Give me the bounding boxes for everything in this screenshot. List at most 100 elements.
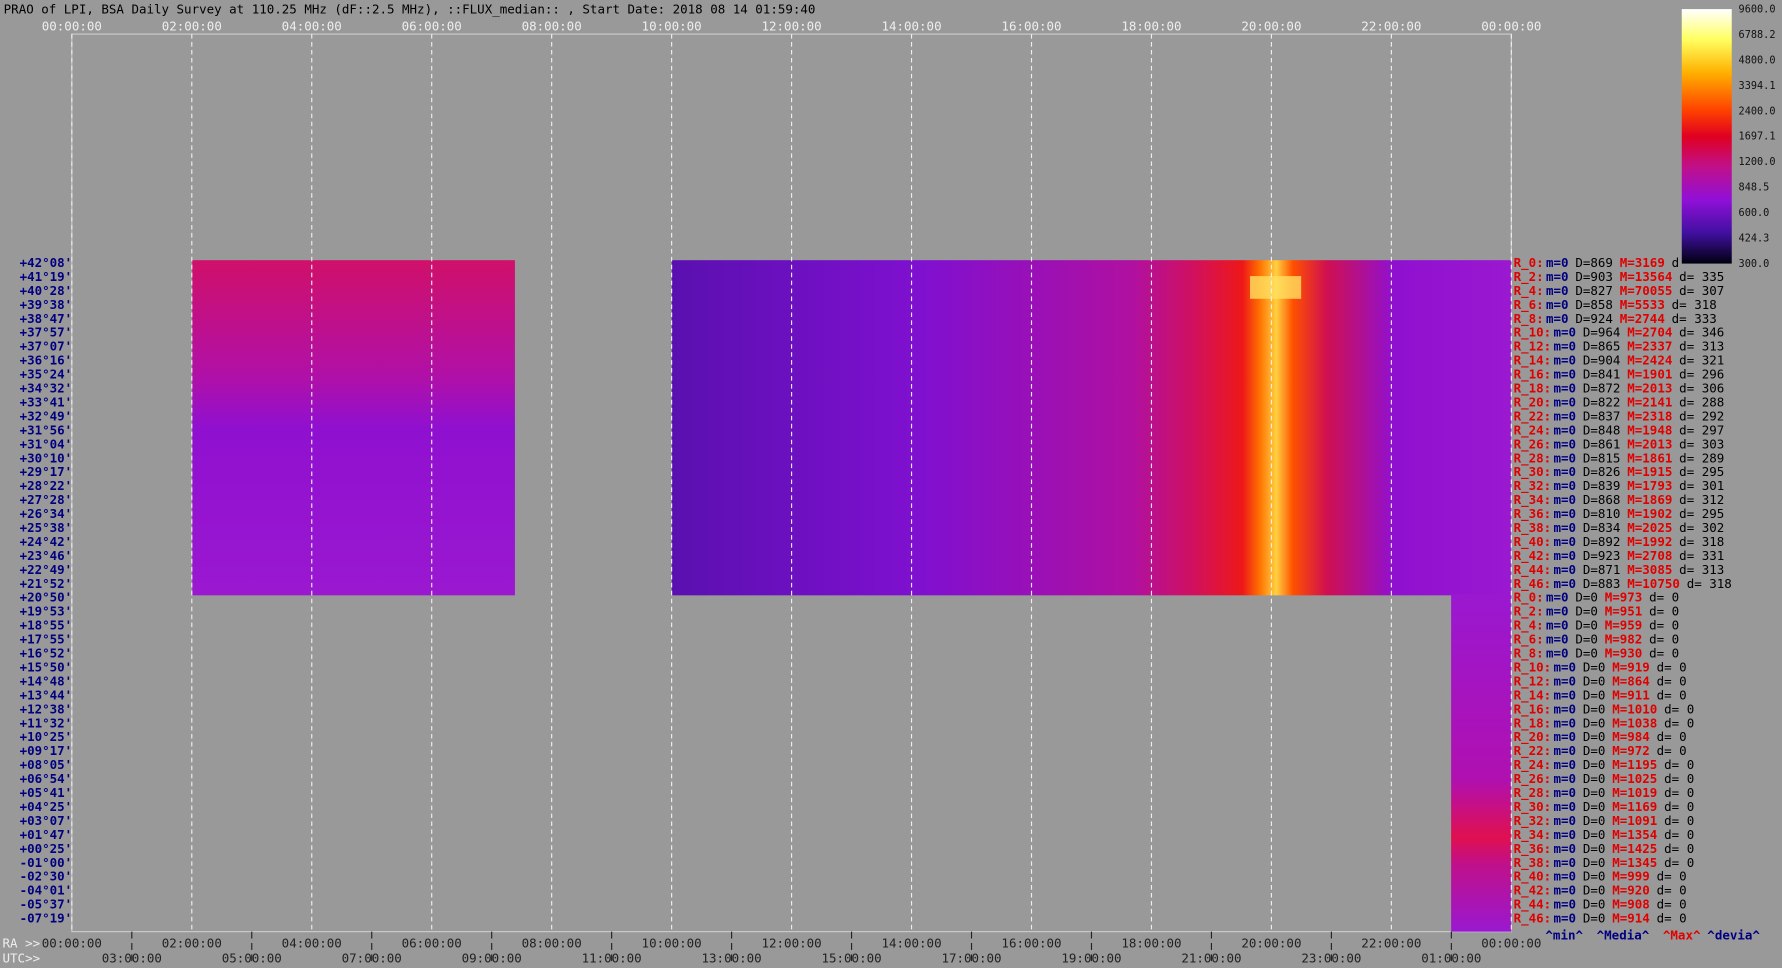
- deviation-value: d= 302: [1679, 520, 1724, 535]
- min-value: m=0: [1546, 632, 1569, 647]
- min-value: m=0: [1546, 297, 1569, 312]
- min-value: m=0: [1553, 381, 1576, 396]
- median-value: D=0: [1575, 590, 1598, 605]
- row-label: R_12:: [1514, 339, 1552, 355]
- min-value: m=0: [1553, 325, 1576, 340]
- declination-label: +12°38': [20, 701, 73, 716]
- row-label: R_4:: [1514, 618, 1544, 634]
- median-value: D=0: [1583, 855, 1606, 870]
- top-time-label: 16:00:00: [1001, 19, 1061, 34]
- min-value: m=0: [1553, 897, 1576, 912]
- utc-label: 09:00:00: [462, 950, 522, 965]
- deviation-value: d= 313: [1679, 339, 1724, 354]
- stats-row: R_38: m=0 D=0 M=1345 d= 0: [1514, 855, 1695, 871]
- deviation-value: d= 0: [1657, 911, 1687, 926]
- top-time-label: 06:00:00: [402, 19, 462, 34]
- row-label: R_0:: [1514, 590, 1544, 606]
- declination-label: +15°50': [20, 659, 73, 674]
- row-label: R_16:: [1514, 367, 1552, 383]
- colorbar-label: 848.5: [1739, 183, 1770, 194]
- max-value: M=2708: [1627, 548, 1672, 563]
- row-label: R_10:: [1514, 325, 1552, 341]
- median-value: D=0: [1583, 729, 1606, 744]
- median-value: D=0: [1583, 799, 1606, 814]
- max-value: M=1861: [1627, 450, 1672, 465]
- row-label: R_8:: [1514, 646, 1544, 662]
- top-time-label: 22:00:00: [1361, 19, 1421, 34]
- declination-label: +19°53': [20, 604, 73, 619]
- max-value: M=1901: [1627, 367, 1672, 382]
- stats-row: R_40: m=0 D=892 M=1992 d= 318: [1514, 534, 1725, 550]
- min-value: m=0: [1553, 506, 1576, 521]
- max-value: M=1195: [1612, 757, 1657, 772]
- top-time-label: 10:00:00: [642, 19, 702, 34]
- row-label: R_12:: [1514, 673, 1552, 689]
- min-value: m=0: [1553, 855, 1576, 870]
- stats-row: R_30: m=0 D=826 M=1915 d= 295: [1514, 464, 1725, 480]
- row-label: R_30:: [1514, 464, 1552, 480]
- min-value: m=0: [1553, 367, 1576, 382]
- row-label: R_42:: [1514, 883, 1552, 899]
- row-label: R_2:: [1514, 269, 1544, 285]
- row-label: R_24:: [1514, 422, 1552, 438]
- stats-row: R_20: m=0 D=0 M=984 d= 0: [1514, 729, 1687, 745]
- min-value: m=0: [1553, 701, 1576, 716]
- ra-label: 02:00:00: [162, 936, 222, 951]
- declination-label: +03°07': [20, 813, 73, 828]
- declination-label: +05°41': [20, 785, 73, 800]
- deviation-value: d= 318: [1672, 297, 1717, 312]
- utc-label: 17:00:00: [941, 950, 1001, 965]
- heatmap-block: [1451, 594, 1512, 932]
- min-value: m=0: [1553, 687, 1576, 702]
- min-value: m=0: [1553, 534, 1576, 549]
- stats-row: R_10: m=0 D=964 M=2704 d= 346: [1514, 325, 1725, 341]
- ra-label: 08:00:00: [522, 936, 582, 951]
- min-value: m=0: [1553, 715, 1576, 730]
- deviation-value: d= 295: [1679, 464, 1724, 479]
- deviation-value: d= 346: [1679, 325, 1724, 340]
- median-value: D=0: [1583, 869, 1606, 884]
- stats-row: R_12: m=0 D=0 M=864 d= 0: [1514, 673, 1687, 689]
- min-value: m=0: [1553, 576, 1576, 591]
- max-value: M=1992: [1627, 534, 1672, 549]
- min-value: m=0: [1553, 841, 1576, 856]
- row-label: R_20:: [1514, 729, 1552, 745]
- declination-label: +33°41': [20, 394, 73, 409]
- deviation-value: d= 0: [1664, 771, 1694, 786]
- stats-row: R_20: m=0 D=822 M=2141 d= 288: [1514, 394, 1725, 410]
- max-value: M=864: [1612, 673, 1650, 688]
- stats-row: R_26: m=0 D=861 M=2013 d= 303: [1514, 436, 1725, 452]
- max-value: M=1425: [1612, 841, 1657, 856]
- max-value: M=3169: [1620, 255, 1665, 270]
- stats-row: R_4: m=0 D=0 M=959 d= 0: [1514, 618, 1680, 634]
- stats-row: R_28: m=0 D=815 M=1861 d= 289: [1514, 450, 1725, 466]
- deviation-value: d= 307: [1679, 283, 1724, 298]
- stats-row: R_32: m=0 D=839 M=1793 d= 301: [1514, 478, 1725, 494]
- min-value: m=0: [1553, 450, 1576, 465]
- max-value: M=951: [1605, 604, 1643, 619]
- min-value: m=0: [1546, 255, 1569, 270]
- min-value: m=0: [1553, 353, 1576, 368]
- max-value: M=920: [1612, 883, 1650, 898]
- deviation-value: d= 0: [1664, 785, 1694, 800]
- utc-label: 03:00:00: [102, 950, 162, 965]
- deviation-value: d= 0: [1657, 659, 1687, 674]
- min-value: m=0: [1553, 562, 1576, 577]
- median-value: D=892: [1583, 534, 1621, 549]
- min-value: m=0: [1553, 743, 1576, 758]
- declination-label: +16°52': [20, 646, 73, 661]
- declination-label: +39°38': [20, 297, 73, 312]
- min-value: m=0: [1553, 729, 1576, 744]
- max-value: M=930: [1605, 646, 1643, 661]
- declination-label: -07°19': [20, 911, 73, 926]
- declination-label: +42°08': [20, 255, 73, 270]
- deviation-value: d= 0: [1649, 618, 1679, 633]
- max-value: M=1169: [1612, 799, 1657, 814]
- max-value: M=1025: [1612, 771, 1657, 786]
- utc-label: 19:00:00: [1061, 950, 1121, 965]
- median-value: D=0: [1583, 701, 1606, 716]
- min-value: m=0: [1553, 394, 1576, 409]
- row-label: R_2:: [1514, 604, 1544, 620]
- median-value: D=904: [1583, 353, 1621, 368]
